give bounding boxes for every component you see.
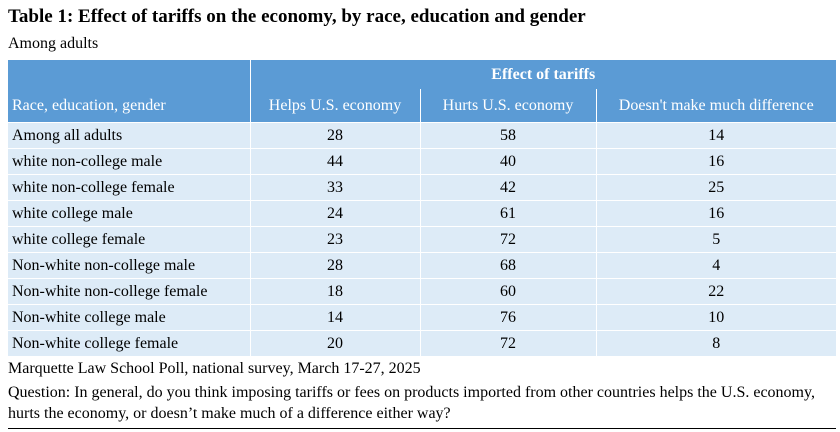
cell-helps: 28 [250,122,421,149]
row-label: Non-white non-college male [8,252,251,279]
cell-hurts: 72 [420,226,597,253]
table-row: Non-white non-college female 18 60 22 [8,278,837,305]
table-row: Non-white college female 20 72 8 [8,330,837,356]
group-header-effect: Effect of tariffs [250,60,837,89]
row-label: white college male [8,200,251,227]
cell-helps: 33 [250,174,421,201]
row-label: Non-white college male [8,304,251,331]
row-label: white non-college male [8,148,251,175]
table-title: Table 1: Effect of tariffs on the econom… [8,6,586,27]
group-header-blank [8,60,251,89]
group-header-row: Effect of tariffs [8,60,837,89]
row-label: white non-college female [8,174,251,201]
cell-helps: 20 [250,330,421,356]
table-row: white college female 23 72 5 [8,226,837,253]
table-row: Non-white non-college male 28 68 4 [8,252,837,279]
cell-no-difference: 8 [596,330,837,356]
row-label: white college female [8,226,251,253]
source-note: Marquette Law School Poll, national surv… [8,360,421,377]
table-subtitle: Among adults [8,35,99,52]
cell-helps: 24 [250,200,421,227]
cell-no-difference: 5 [596,226,837,253]
table-row: white non-college female 33 42 25 [8,174,837,201]
cell-no-difference: 14 [596,122,837,149]
cell-helps: 14 [250,304,421,331]
column-header-helps: Helps U.S. economy [250,89,421,123]
row-label: Among all adults [8,122,251,149]
column-header-row: Race, education, gender Helps U.S. econo… [8,89,837,123]
results-table: Effect of tariffs Race, education, gende… [8,60,837,356]
bottom-rule [8,428,836,429]
cell-helps: 28 [250,252,421,279]
column-header-group: Race, education, gender [8,89,251,123]
row-label: Non-white non-college female [8,278,251,305]
table-notes: Marquette Law School Poll, national surv… [8,358,834,424]
cell-hurts: 72 [420,330,597,356]
cell-hurts: 60 [420,278,597,305]
cell-no-difference: 25 [596,174,837,201]
cell-no-difference: 4 [596,252,837,279]
column-header-no-difference: Doesn't make much difference [596,89,837,123]
table-row: Non-white college male 14 76 10 [8,304,837,331]
cell-hurts: 58 [420,122,597,149]
cell-no-difference: 10 [596,304,837,331]
cell-no-difference: 16 [596,148,837,175]
table-row: white non-college male 44 40 16 [8,148,837,175]
results-table-container: Effect of tariffs Race, education, gende… [8,60,837,356]
cell-helps: 23 [250,226,421,253]
cell-no-difference: 22 [596,278,837,305]
row-label: Non-white college female [8,330,251,356]
cell-hurts: 42 [420,174,597,201]
cell-hurts: 76 [420,304,597,331]
table-row: white college male 24 61 16 [8,200,837,227]
column-header-hurts: Hurts U.S. economy [420,89,597,123]
cell-helps: 44 [250,148,421,175]
table-row: Among all adults 28 58 14 [8,122,837,149]
cell-no-difference: 16 [596,200,837,227]
cell-hurts: 40 [420,148,597,175]
question-note: Question: In general, do you think impos… [8,384,815,422]
cell-hurts: 61 [420,200,597,227]
cell-hurts: 68 [420,252,597,279]
cell-helps: 18 [250,278,421,305]
